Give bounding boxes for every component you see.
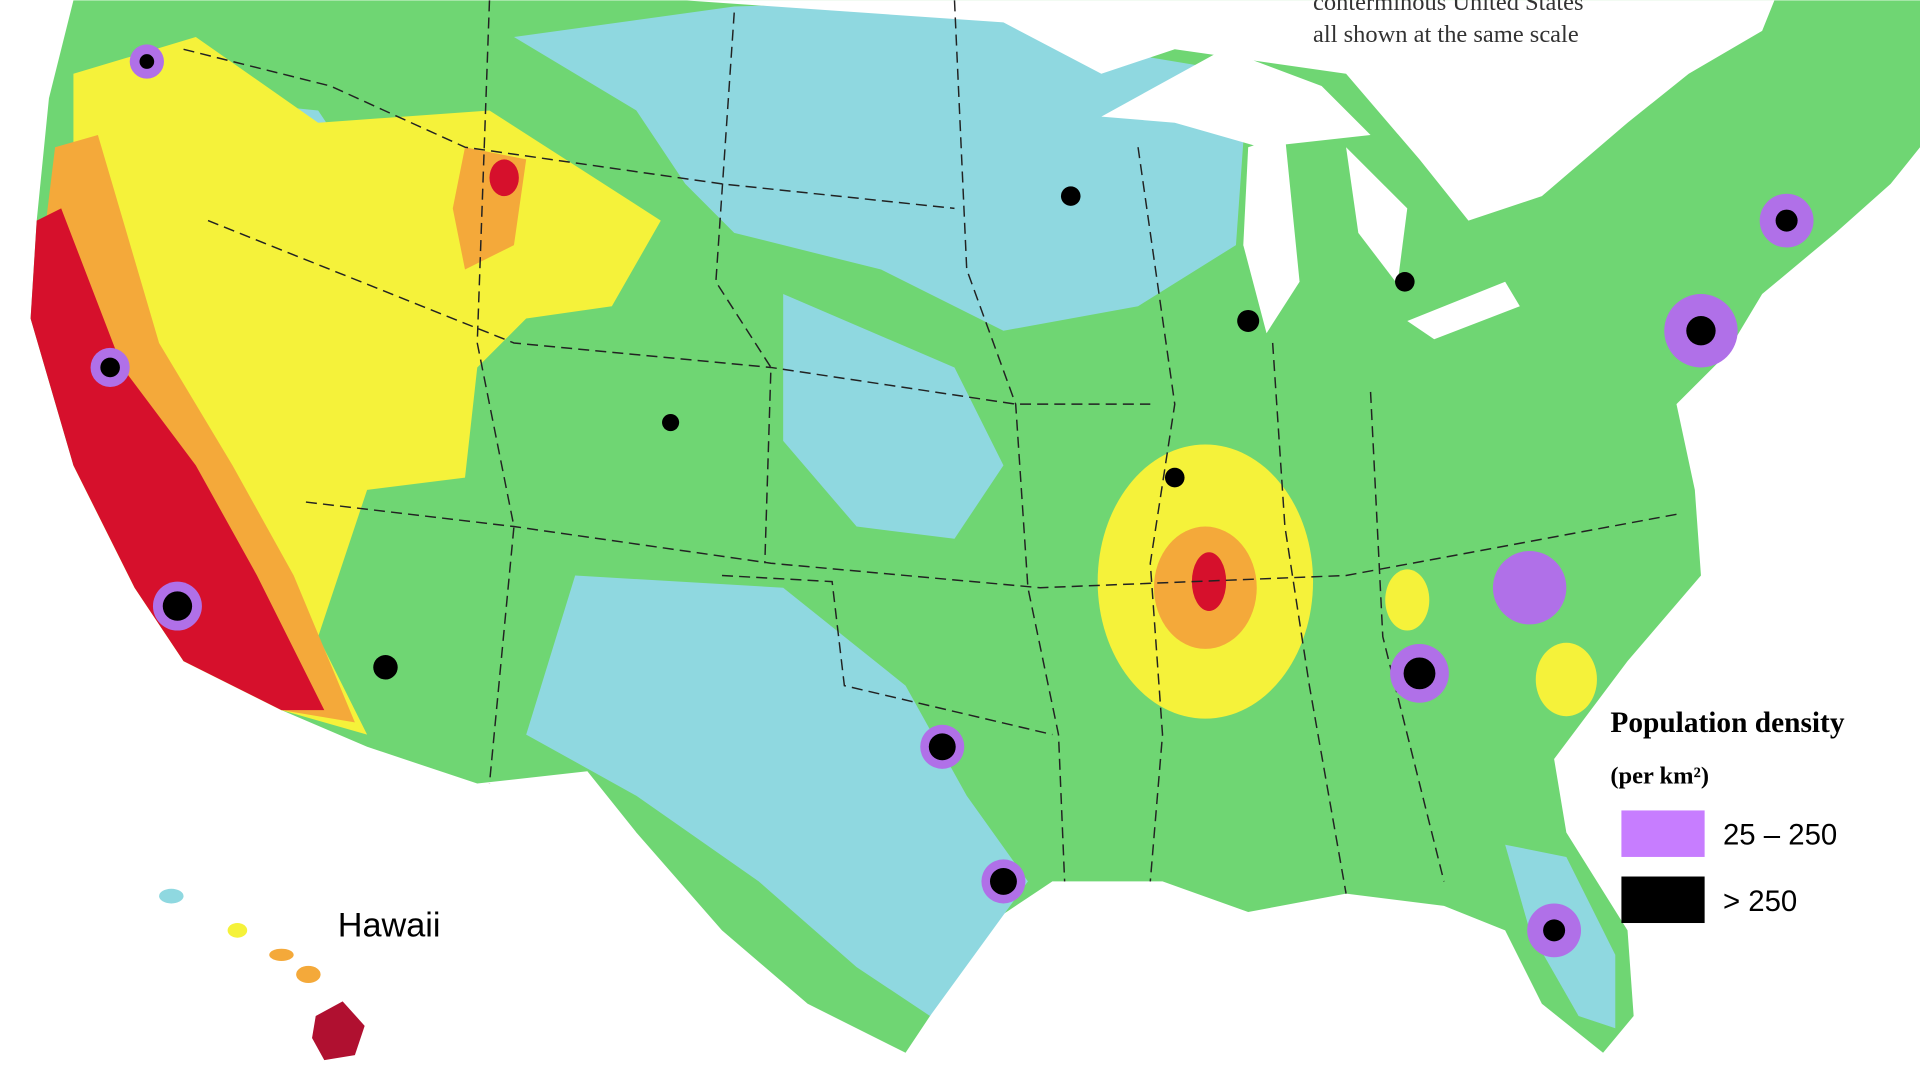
legend-unit: (per km²) — [1610, 763, 1709, 790]
moderate-hazard-tn — [1385, 569, 1430, 631]
urban-core — [373, 655, 398, 680]
urban-core — [662, 413, 680, 432]
note-line: all shown at the same scale — [1313, 21, 1579, 48]
urban-core — [1164, 467, 1185, 488]
legend-title: Population density — [1610, 707, 1844, 739]
urban-core — [1403, 657, 1436, 690]
legend-label: 25 – 250 — [1723, 819, 1837, 852]
state-borders — [183, 0, 1677, 894]
urban-core — [100, 357, 120, 378]
urban-core — [1237, 309, 1260, 332]
very-high-hazard-west — [30, 208, 325, 711]
moderate-hazard-sc — [1535, 642, 1597, 717]
legend-swatch — [1621, 810, 1705, 857]
urban-core — [1775, 209, 1798, 232]
state-border — [207, 219, 1151, 405]
high-hazard-west — [34, 134, 355, 723]
lake-huron — [1346, 147, 1408, 285]
island — [312, 1001, 365, 1061]
state-border — [183, 48, 955, 210]
urban-core — [928, 733, 956, 761]
island — [227, 923, 248, 938]
island — [296, 965, 321, 983]
canada — [685, 0, 1775, 221]
urban-core — [162, 591, 193, 621]
low-hazard-plains — [783, 294, 1004, 539]
state-border — [1369, 391, 1445, 882]
low-hazard-texas — [526, 575, 1028, 1017]
state-border — [953, 0, 1066, 882]
urban-core — [1543, 919, 1566, 942]
urban-area — [1492, 551, 1567, 625]
island — [269, 948, 294, 961]
urban-core — [1395, 272, 1415, 292]
legend-swatch — [1621, 876, 1705, 924]
state-border — [721, 574, 1053, 736]
state-border — [476, 0, 515, 784]
urban-core — [989, 867, 1017, 895]
island — [159, 888, 184, 904]
state-border — [305, 501, 1677, 589]
hawaii-islands — [159, 888, 365, 1061]
low-hazard-north — [513, 0, 1249, 331]
urban-core — [1686, 316, 1716, 346]
hazard-spot — [489, 159, 519, 197]
lake-superior — [1101, 49, 1371, 148]
urban-core — [139, 54, 155, 69]
state-border — [1271, 342, 1347, 894]
urban-areas — [90, 44, 1814, 958]
legend-label: > 250 — [1723, 885, 1797, 918]
state-border — [715, 12, 772, 564]
urban-core — [1060, 186, 1081, 206]
state-border — [1137, 147, 1176, 882]
legend: Population density (per km²) 25 – 250 > … — [1610, 707, 1845, 924]
note-line: conterminous United States — [1313, 0, 1583, 16]
lake-michigan — [1243, 134, 1300, 334]
lake-erie — [1407, 281, 1520, 340]
hawaii-label: Hawaii — [338, 906, 441, 944]
